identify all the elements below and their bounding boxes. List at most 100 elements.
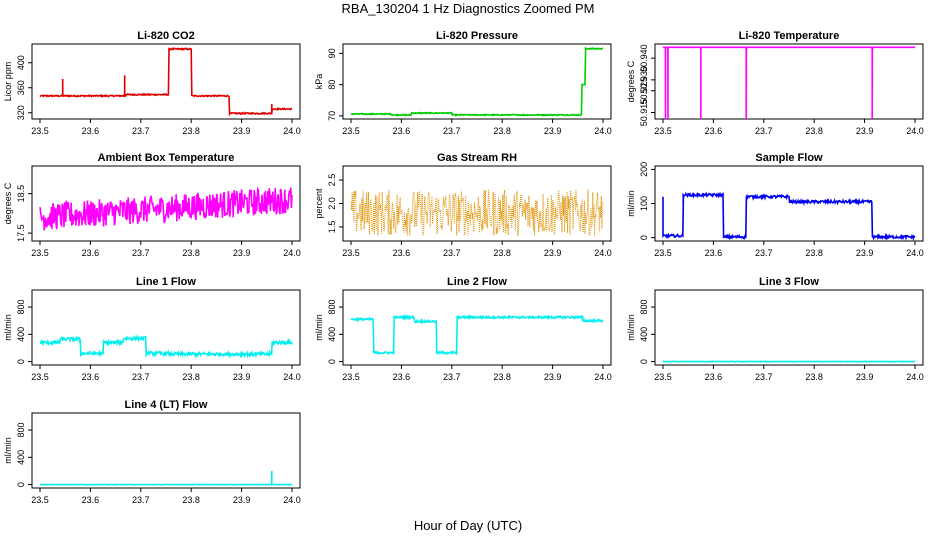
y-tick-label: 1.5 xyxy=(327,221,337,234)
x-tick-label: 23.8 xyxy=(805,126,823,136)
y-tick-label: 90 xyxy=(327,48,337,58)
y-tick-label: 18.5 xyxy=(16,185,26,203)
chart-title: Li-820 Temperature xyxy=(739,30,840,42)
x-tick-label: 24.0 xyxy=(283,372,301,382)
x-tick-label: 23.7 xyxy=(443,126,461,136)
chart-frame xyxy=(342,43,612,120)
y-tick-label: 400 xyxy=(327,327,337,342)
x-tick-label: 23.8 xyxy=(182,495,200,505)
chart-frame xyxy=(31,43,301,120)
y-tick-label: 2.5 xyxy=(327,174,337,187)
y-tick-label: 0 xyxy=(327,359,337,364)
x-tick-label: 23.9 xyxy=(544,248,562,258)
chart-frame xyxy=(342,289,612,366)
y-tick-label: 800 xyxy=(327,300,337,315)
chart-8: Line 3 Flow ml/min 23.5 23.6 23.7 23.8 23.9 24.… xyxy=(626,276,924,382)
x-tick-label: 23.9 xyxy=(544,126,562,136)
x-tick-label: 23.7 xyxy=(755,372,773,382)
x-tick-label: 23.9 xyxy=(233,372,251,382)
y-tick-label: 50.925 xyxy=(639,77,649,105)
x-tick-label: 23.9 xyxy=(233,248,251,258)
chart-9: Line 4 (LT) Flow ml/min 23.5 23.6 23.7 23.8 23… xyxy=(3,399,301,505)
chart-frame xyxy=(654,43,924,120)
x-tick-label: 23.6 xyxy=(82,495,100,505)
y-tick-label: 0 xyxy=(16,482,26,487)
x-tick-label: 23.7 xyxy=(443,248,461,258)
series-line xyxy=(39,47,293,117)
x-tick-label: 23.8 xyxy=(182,126,200,136)
x-tick-label: 23.7 xyxy=(132,248,150,258)
x-tick-label: 23.6 xyxy=(705,126,723,136)
y-tick-label: 400 xyxy=(16,450,26,465)
chart-title: Li-820 CO2 xyxy=(137,30,194,42)
series-line xyxy=(662,191,916,241)
chart-ylabel: ml/min xyxy=(314,314,324,341)
x-tick-label: 23.7 xyxy=(132,126,150,136)
chart-title: Li-820 Pressure xyxy=(436,30,518,42)
x-tick-label: 23.6 xyxy=(82,126,100,136)
x-tick-label: 23.6 xyxy=(393,372,411,382)
y-tick-label: 200 xyxy=(639,162,649,177)
chart-title: Ambient Box Temperature xyxy=(98,152,235,164)
y-tick-label: 800 xyxy=(16,300,26,315)
x-tick-label: 23.5 xyxy=(31,248,49,258)
chart-1: Li-820 Pressure kPa 23.5 23.6 23.7 23.8 23.9 24… xyxy=(314,30,612,136)
y-tick-label: 70 xyxy=(327,111,337,121)
x-tick-label: 23.8 xyxy=(493,126,511,136)
x-tick-label: 24.0 xyxy=(906,126,924,136)
x-tick-label: 24.0 xyxy=(594,248,612,258)
chart-5: Sample Flow ml/min 23.5 23.6 23.7 23.8 23.9 24.… xyxy=(626,152,924,258)
x-tick-label: 23.6 xyxy=(82,372,100,382)
x-tick-label: 23.5 xyxy=(31,372,49,382)
y-tick-label: 0 xyxy=(639,235,649,240)
y-tick-label: 400 xyxy=(16,327,26,342)
x-tick-label: 23.8 xyxy=(182,248,200,258)
x-tick-label: 23.8 xyxy=(805,248,823,258)
chart-title: Sample Flow xyxy=(755,152,823,164)
x-tick-label: 23.8 xyxy=(182,372,200,382)
x-tick-label: 23.9 xyxy=(856,126,874,136)
x-tick-label: 24.0 xyxy=(283,495,301,505)
x-tick-label: 23.9 xyxy=(856,372,874,382)
y-tick-label: 100 xyxy=(639,196,649,211)
series-line xyxy=(663,46,915,120)
y-tick-label: 320 xyxy=(16,105,26,120)
x-tick-label: 23.6 xyxy=(82,248,100,258)
chart-4: Gas Stream RH percent 23.5 23.6 23.7 23.8 23.9… xyxy=(314,152,612,258)
x-tick-label: 23.5 xyxy=(342,372,360,382)
y-tick-label: 80 xyxy=(327,80,337,90)
chart-3: Ambient Box Temperature degrees C 23.5 23.6… xyxy=(3,152,301,258)
x-tick-label: 23.8 xyxy=(493,372,511,382)
x-tick-label: 23.9 xyxy=(544,372,562,382)
series-line xyxy=(350,313,603,357)
y-tick-label: 2.0 xyxy=(327,197,337,210)
chart-ylabel: degrees C xyxy=(626,60,636,102)
x-tick-label: 24.0 xyxy=(906,248,924,258)
y-tick-label: 0 xyxy=(16,359,26,364)
series-line xyxy=(40,470,293,486)
chart-ylabel: ml/min xyxy=(626,314,636,341)
y-tick-label: 800 xyxy=(16,423,26,438)
chart-ylabel: percent xyxy=(314,188,324,219)
x-tick-label: 24.0 xyxy=(283,126,301,136)
chart-0: Li-820 CO2 Licor ppm 23.5 23.6 23.7 23.8 23.9 2… xyxy=(3,30,301,136)
series-line xyxy=(39,333,293,359)
chart-ylabel: ml/min xyxy=(3,314,13,341)
x-tick-label: 23.6 xyxy=(393,126,411,136)
x-tick-label: 24.0 xyxy=(594,372,612,382)
x-tick-label: 23.5 xyxy=(31,495,49,505)
x-tick-label: 23.7 xyxy=(755,248,773,258)
chart-ylabel: ml/min xyxy=(3,437,13,464)
x-tick-label: 23.6 xyxy=(705,248,723,258)
x-tick-label: 23.5 xyxy=(654,372,672,382)
chart-2: Li-820 Temperature degrees C 23.5 23.6 23.7 2… xyxy=(626,30,924,136)
y-tick-label: 400 xyxy=(639,327,649,342)
x-tick-label: 23.6 xyxy=(705,372,723,382)
chart-title: Gas Stream RH xyxy=(437,152,517,164)
figure-xlabel: Hour of Day (UTC) xyxy=(413,518,523,533)
x-tick-label: 23.9 xyxy=(233,495,251,505)
chart-6: Line 1 Flow ml/min 23.5 23.6 23.7 23.8 23.9 24.… xyxy=(3,276,301,382)
series-line xyxy=(350,189,604,237)
